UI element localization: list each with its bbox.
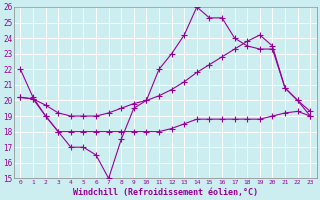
X-axis label: Windchill (Refroidissement éolien,°C): Windchill (Refroidissement éolien,°C): [73, 188, 258, 197]
